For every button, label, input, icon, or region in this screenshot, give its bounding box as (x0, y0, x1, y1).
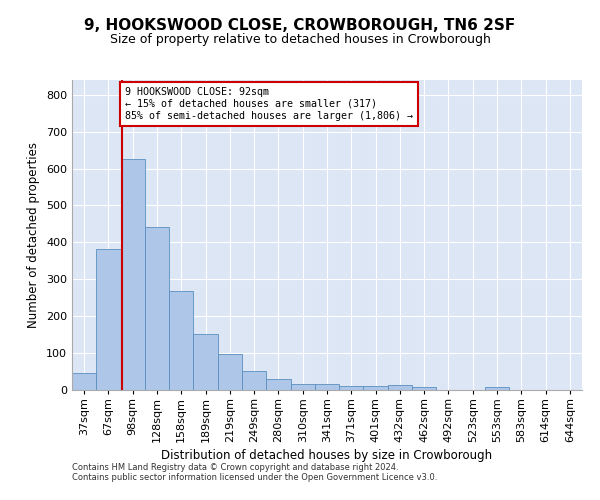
Text: Size of property relative to detached houses in Crowborough: Size of property relative to detached ho… (110, 32, 490, 46)
Bar (339, 386, 364, 390)
X-axis label: Distribution of detached houses by size in Crowborough: Distribution of detached houses by size … (161, 449, 493, 462)
Bar (72, 372, 96, 390)
Text: Contains HM Land Registry data © Crown copyright and database right 2024.: Contains HM Land Registry data © Crown c… (72, 464, 398, 472)
Bar (290, 384, 315, 390)
Bar (193, 334, 218, 390)
Bar (364, 386, 388, 390)
Bar (315, 384, 339, 390)
Text: 9 HOOKSWOOD CLOSE: 92sqm
← 15% of detached houses are smaller (317)
85% of semi-: 9 HOOKSWOOD CLOSE: 92sqm ← 15% of detach… (125, 88, 413, 120)
Text: 9, HOOKSWOOD CLOSE, CROWBOROUGH, TN6 2SF: 9, HOOKSWOOD CLOSE, CROWBOROUGH, TN6 2SF (85, 18, 515, 32)
Bar (388, 385, 412, 390)
Bar (242, 371, 266, 390)
Bar (412, 388, 436, 390)
Bar (485, 387, 509, 390)
Bar (121, 160, 145, 390)
Text: Contains public sector information licensed under the Open Government Licence v3: Contains public sector information licen… (72, 474, 437, 482)
Bar (145, 226, 169, 390)
Y-axis label: Number of detached properties: Number of detached properties (28, 142, 40, 328)
Bar (96, 248, 121, 390)
Bar (218, 354, 242, 390)
Bar (169, 291, 193, 390)
Bar (266, 380, 290, 390)
